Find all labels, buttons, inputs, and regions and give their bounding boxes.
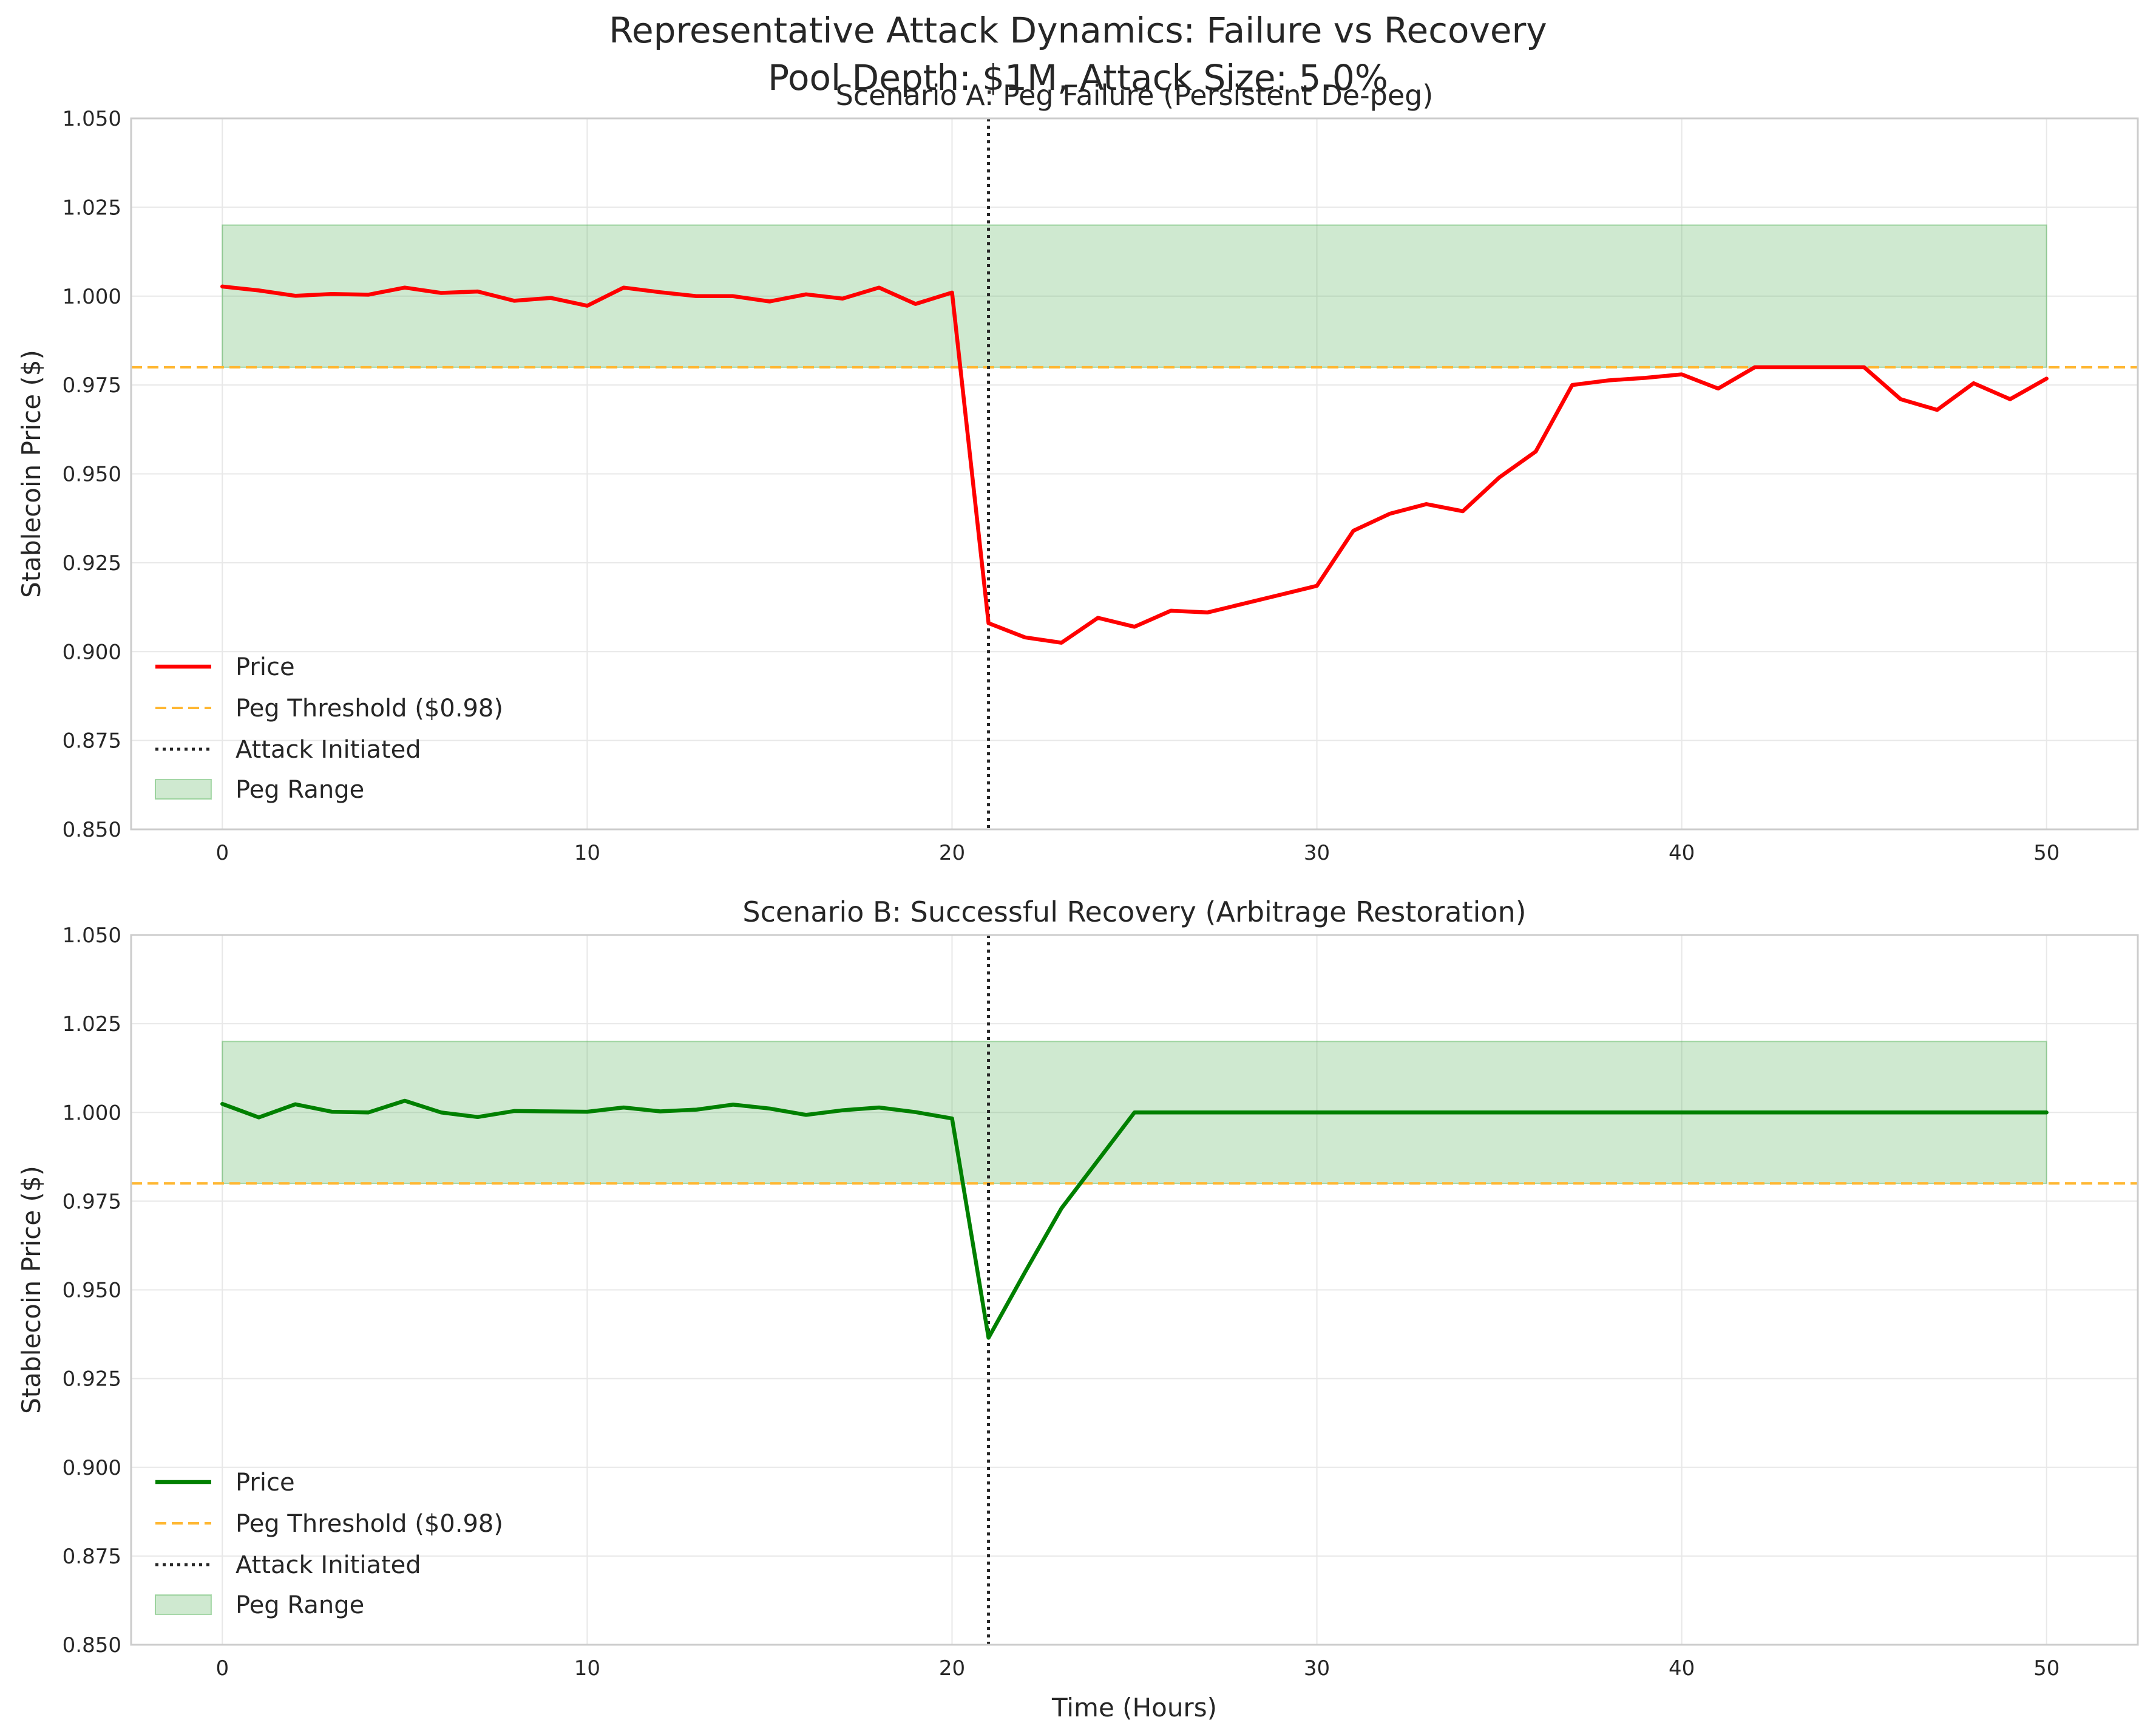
- x-tick-label: 20: [939, 1656, 965, 1681]
- legend-peg-range-swatch: [155, 1594, 212, 1615]
- x-tick-label: 50: [2033, 841, 2059, 865]
- x-tick-label: 0: [215, 1656, 229, 1681]
- legend-label: Peg Range: [236, 776, 364, 804]
- peg-range-band: [222, 224, 2047, 368]
- axes-frame: [130, 117, 2139, 831]
- legend-peg-range-swatch: [155, 779, 212, 800]
- x-tick-label: 50: [2033, 1656, 2059, 1681]
- x-tick-label: 40: [1669, 841, 1695, 865]
- legend-label: Attack Initiated: [236, 736, 421, 764]
- axes-title: Scenario A: Peg Failure (Persistent De-p…: [836, 79, 1434, 112]
- y-tick-label: 0.925: [63, 1367, 121, 1392]
- legend-label: Peg Range: [236, 1591, 364, 1619]
- y-tick-label: 1.025: [63, 1012, 121, 1036]
- y-tick-label: 0.950: [63, 463, 121, 487]
- panel-scenario-b: 0 10 20 30 40 50 0.850 0.875 0.900 0.925 0.950 0.97…: [16, 896, 2139, 1722]
- y-tick-label: 1.000: [63, 1101, 121, 1125]
- y-tick-label: 0.975: [63, 1189, 121, 1214]
- x-tick-label: 0: [215, 841, 229, 865]
- legend-label: Attack Initiated: [236, 1551, 421, 1579]
- legend: Price Peg Threshold ($0.98) Attack Initiat…: [155, 1469, 503, 1619]
- x-tick-label: 30: [1304, 1656, 1330, 1681]
- y-tick-label: 0.900: [63, 640, 121, 664]
- y-tick-label: 1.025: [63, 195, 121, 220]
- x-tick-label: 40: [1669, 1656, 1695, 1681]
- legend-label: Peg Threshold ($0.98): [236, 695, 503, 722]
- y-tick-label: 0.850: [63, 818, 121, 842]
- y-tick-label: 0.900: [63, 1456, 121, 1480]
- x-tick-label: 20: [939, 841, 965, 865]
- x-tick-label: 10: [574, 1656, 600, 1681]
- x-tick-label: 10: [574, 841, 600, 865]
- suptitle-line1: Representative Attack Dynamics: Failure …: [609, 10, 1547, 51]
- panel-scenario-a: 0 10 20 30 40 50 0.850 0.875 0.900 0.925 0.950 0.97…: [16, 79, 2139, 865]
- suptitle-line2: Pool Depth: $1M, Attack Size: 5.0%: [768, 57, 1388, 98]
- y-tick-label: 1.050: [63, 923, 121, 948]
- y-tick-label: 0.850: [63, 1633, 121, 1657]
- axes-frame: [130, 934, 2139, 1646]
- legend-label: Price: [236, 1469, 295, 1497]
- y-axis-label: Stablecoin Price ($): [16, 1166, 46, 1414]
- y-tick-label: 0.950: [63, 1279, 121, 1303]
- y-tick-label: 0.925: [63, 551, 121, 576]
- x-axis-label: Time (Hours): [1051, 1693, 1217, 1722]
- legend: Price Peg Threshold ($0.98) Attack Initiat…: [155, 653, 503, 804]
- y-tick-label: 1.050: [63, 107, 121, 131]
- x-tick-label: 30: [1304, 841, 1330, 865]
- y-tick-label: 0.975: [63, 373, 121, 398]
- y-tick-label: 1.000: [63, 285, 121, 309]
- y-axis-label: Stablecoin Price ($): [16, 350, 46, 598]
- legend-label: Price: [236, 653, 295, 681]
- y-tick-label: 0.875: [63, 1545, 121, 1569]
- axes-title: Scenario B: Successful Recovery (Arbitra…: [742, 896, 1526, 928]
- y-tick-label: 0.875: [63, 729, 121, 753]
- legend-label: Peg Threshold ($0.98): [236, 1510, 503, 1538]
